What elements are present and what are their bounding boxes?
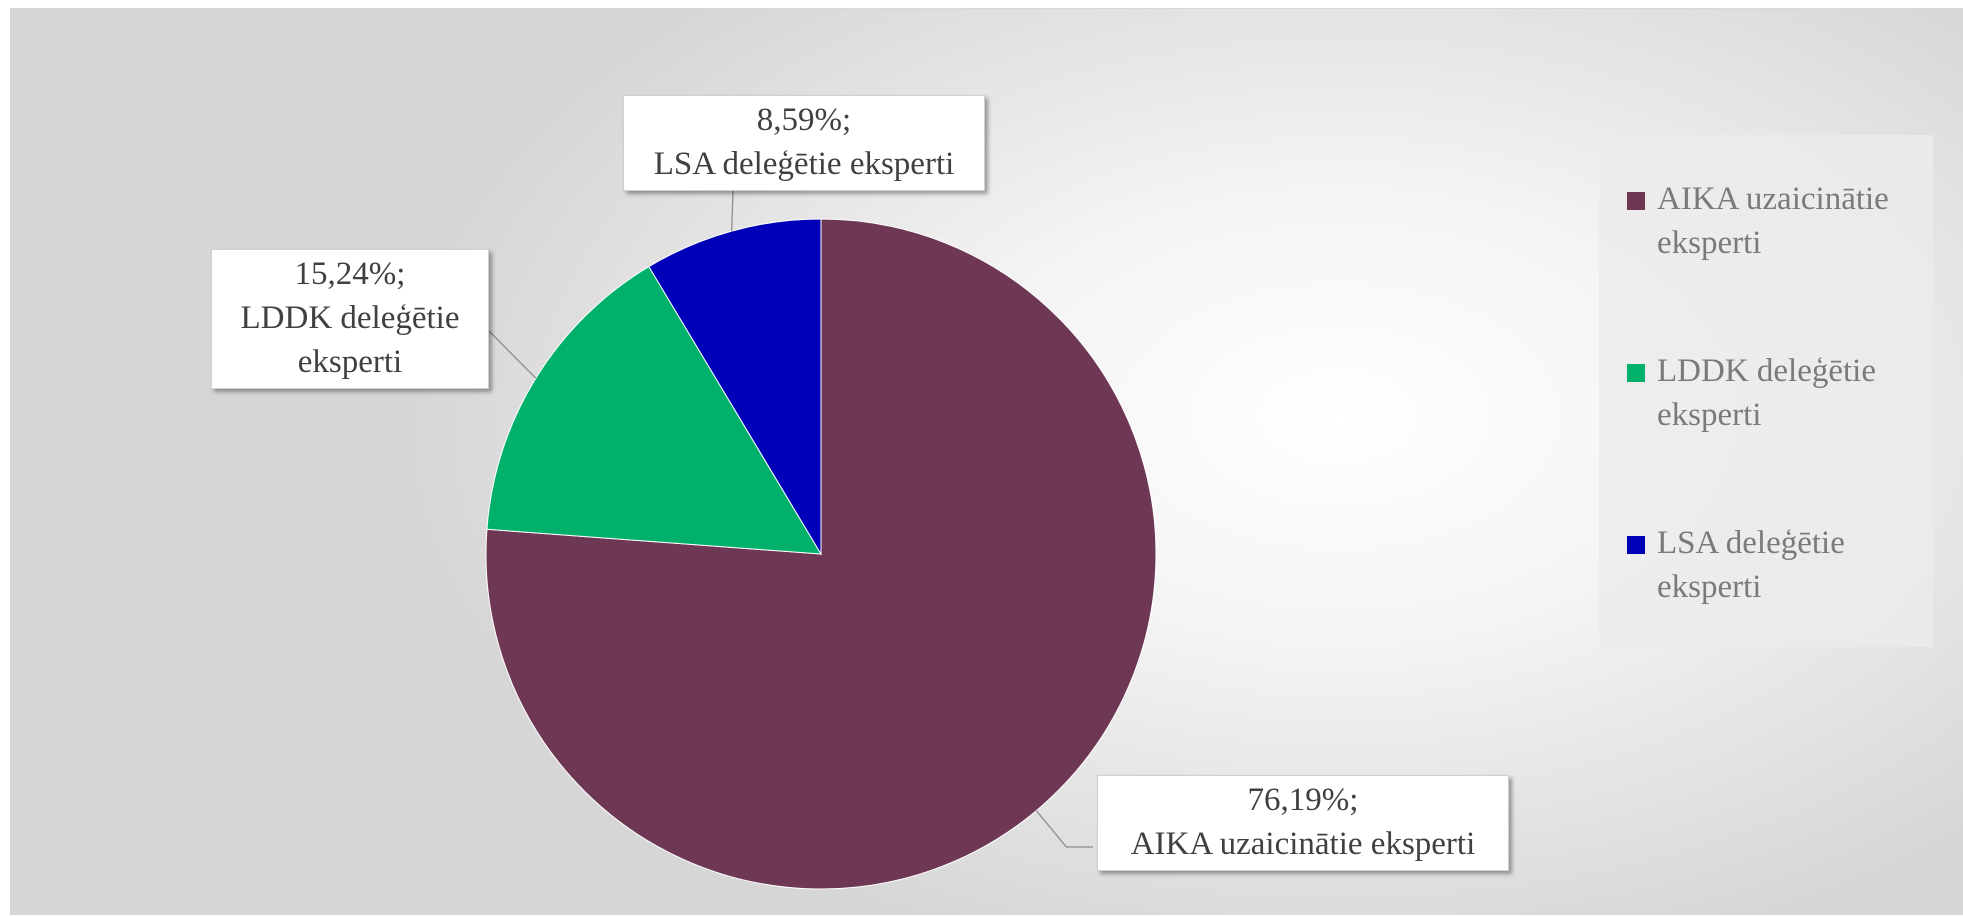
leader-line-lddk xyxy=(488,330,537,379)
data-label-line: LSA deleģētie eksperti xyxy=(653,146,955,182)
legend-label-line: eksperti xyxy=(1657,397,1762,433)
legend-entry-lddk: LDDK deleģētie eksperti xyxy=(1627,349,1933,521)
legend-entry-lsa: LSA deleģētie eksperti xyxy=(1627,521,1933,693)
legend-label: LSA deleģētie eksperti xyxy=(1657,521,1947,609)
chart-legend: AIKA uzaicinātie eksperti LDDK deleģētie… xyxy=(1599,135,1933,647)
chart-area: 76,19%; AIKA uzaicinātie eksperti 15,24%… xyxy=(10,8,1963,915)
data-label-line: eksperti xyxy=(297,344,403,380)
data-label-line: 15,24%; xyxy=(294,256,406,292)
leader-line-lsa xyxy=(731,190,734,232)
legend-label-line: eksperti xyxy=(1657,225,1762,261)
leader-line-aika xyxy=(1035,810,1093,848)
legend-swatch xyxy=(1627,192,1645,210)
data-label-lddk: 15,24%; LDDK deleģētie eksperti xyxy=(211,249,489,389)
data-label-line: LDDK deleģētie xyxy=(240,300,460,336)
legend-label-line: LSA deleģētie xyxy=(1657,525,1845,561)
data-label-line: 8,59%; xyxy=(756,102,852,138)
pie-slice-lsa xyxy=(648,218,822,556)
legend-label: LDDK deleģētie eksperti xyxy=(1657,349,1947,437)
legend-label-line: LDDK deleģētie xyxy=(1657,353,1876,389)
data-label-line: AIKA uzaicinātie eksperti xyxy=(1130,826,1476,862)
data-label-lsa: 8,59%; LSA deleģētie eksperti xyxy=(623,95,985,191)
legend-label: AIKA uzaicinātie eksperti xyxy=(1657,177,1947,265)
legend-swatch xyxy=(1627,536,1645,554)
data-label-line: 76,19%; xyxy=(1247,782,1359,818)
legend-label-line: eksperti xyxy=(1657,569,1762,605)
data-label-aika: 76,19%; AIKA uzaicinātie eksperti xyxy=(1097,775,1509,871)
legend-swatch xyxy=(1627,364,1645,382)
legend-entry-aika: AIKA uzaicinātie eksperti xyxy=(1627,177,1933,349)
legend-label-line: AIKA uzaicinātie xyxy=(1657,181,1889,217)
pie-chart xyxy=(485,190,1157,890)
